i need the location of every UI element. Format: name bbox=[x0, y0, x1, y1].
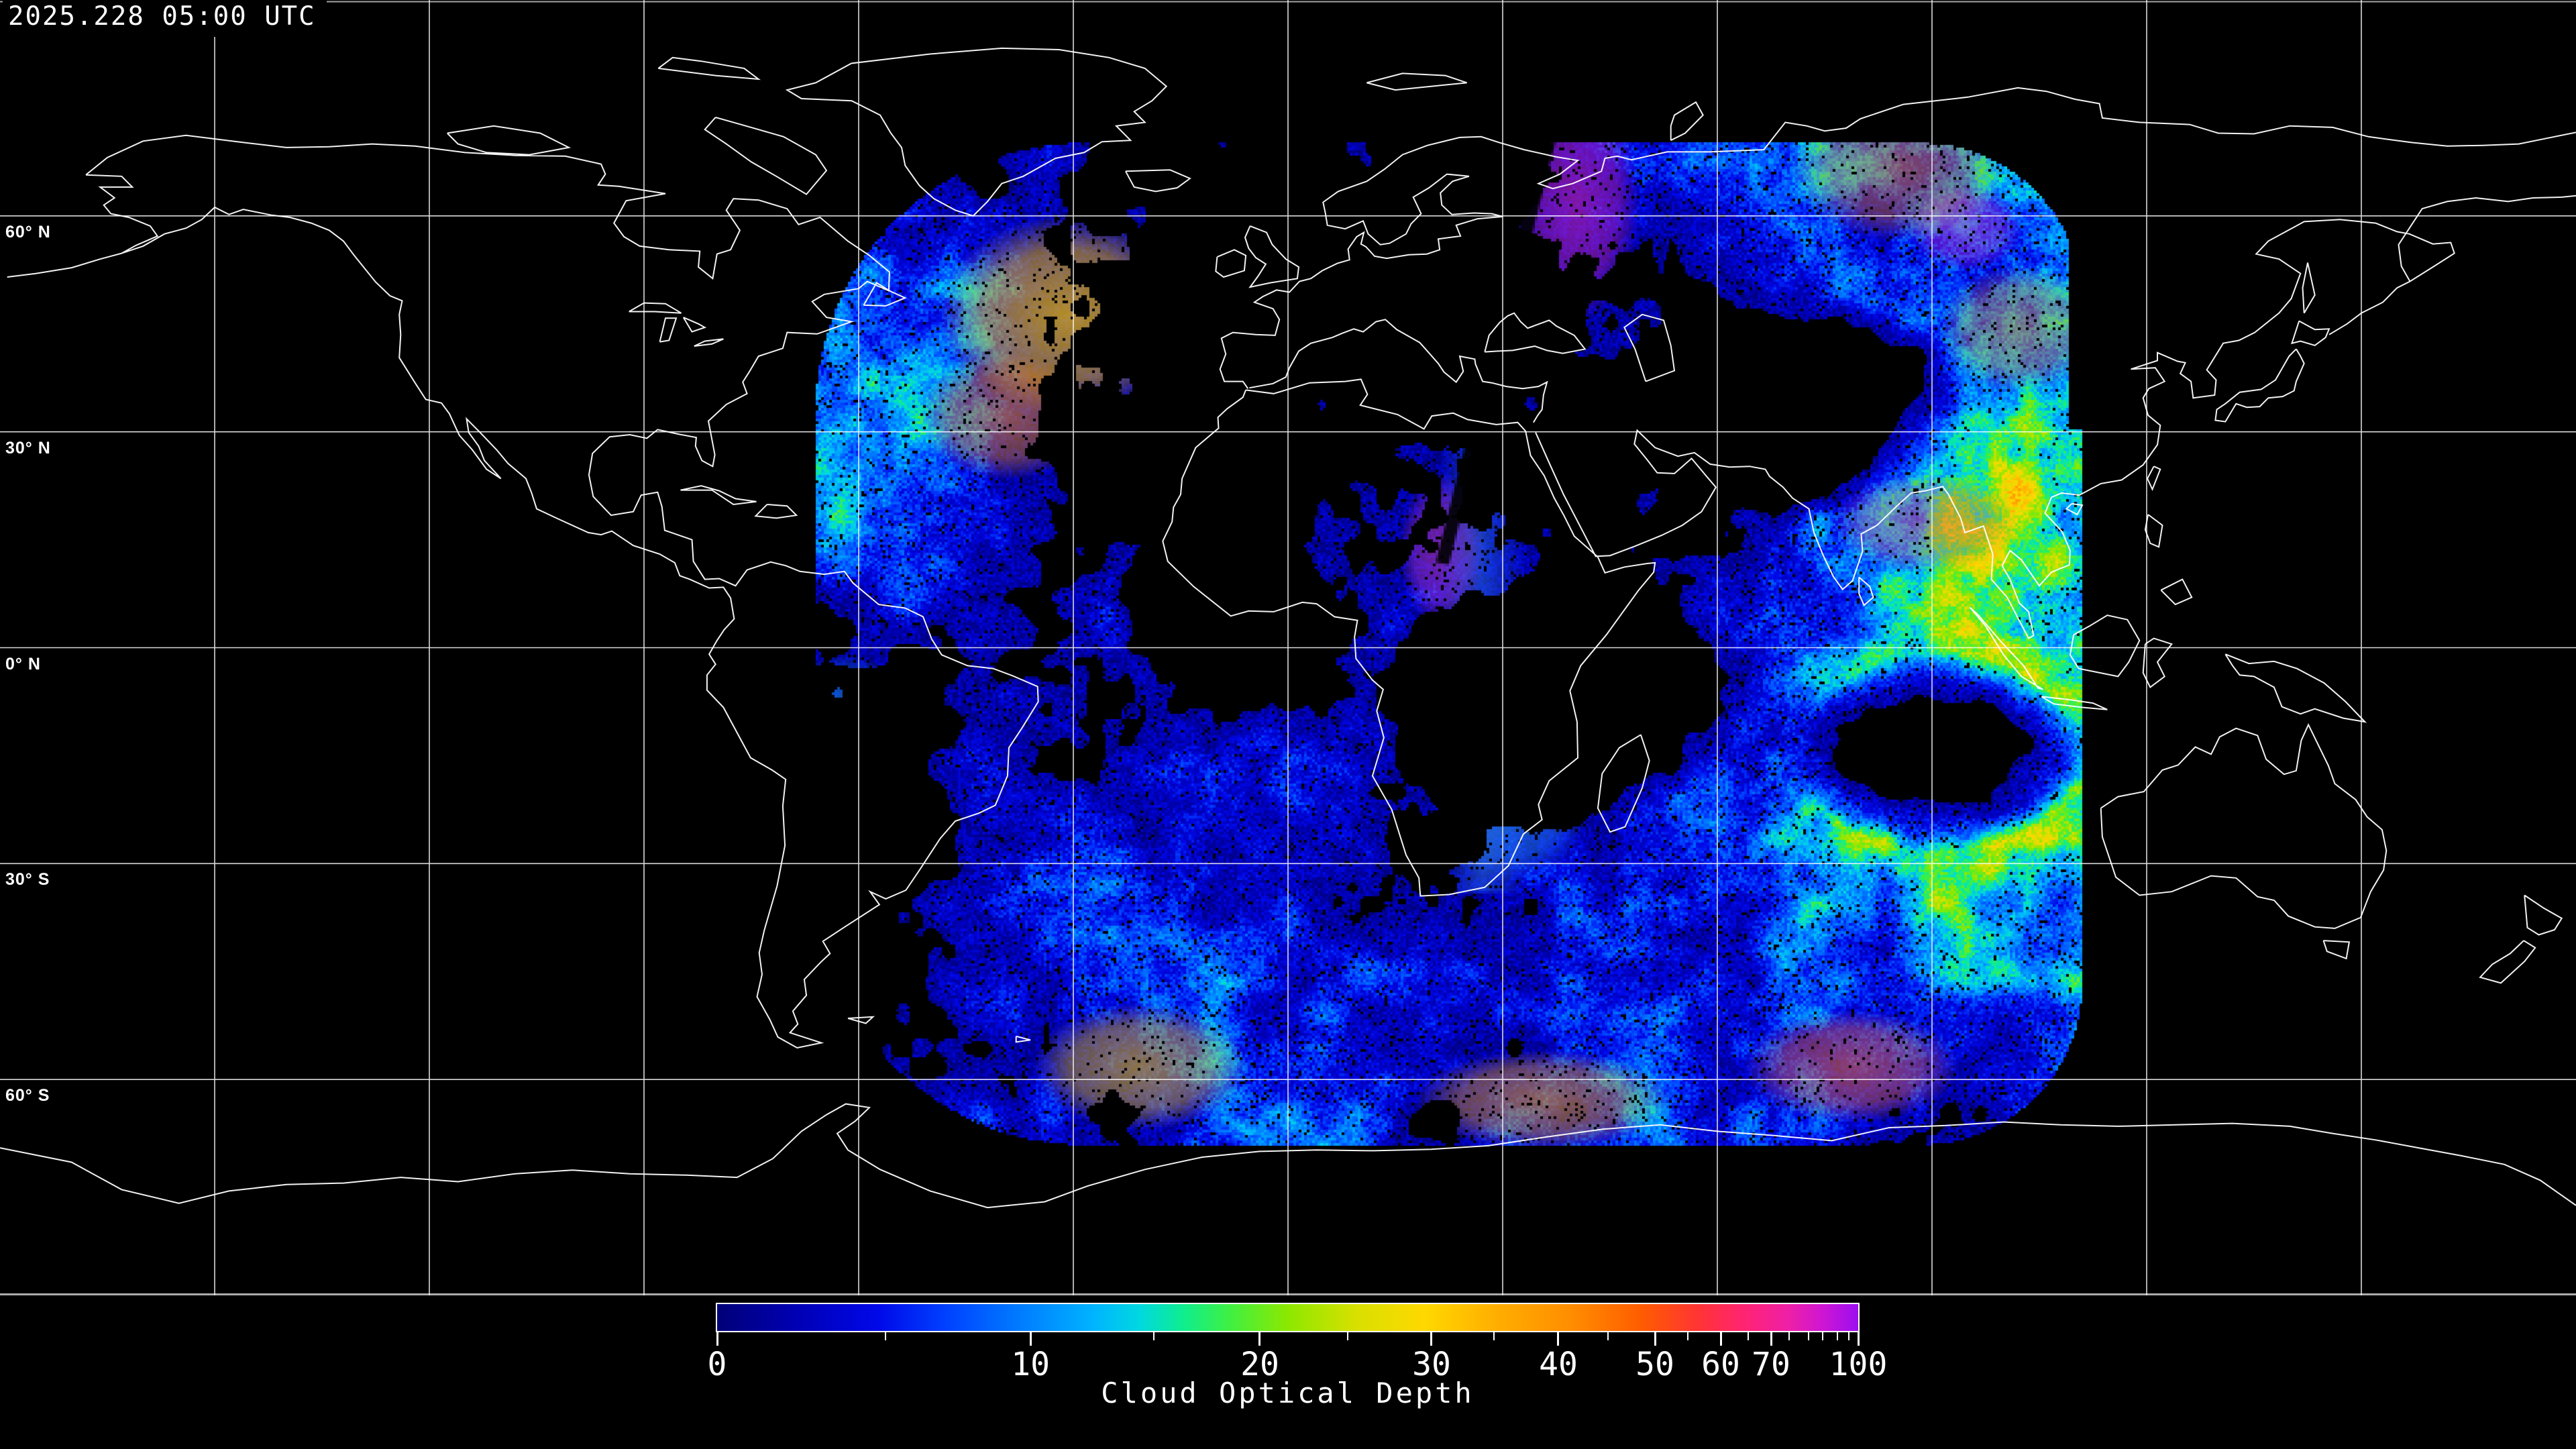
colorbar-major-tick bbox=[1430, 1332, 1433, 1346]
colorbar-minor-tick bbox=[1821, 1332, 1823, 1340]
colorbar-title: Cloud Optical Depth bbox=[1101, 1377, 1474, 1409]
lat-label: 30° S bbox=[5, 870, 50, 890]
colorbar-minor-tick bbox=[1808, 1332, 1810, 1340]
colorbar-minor-tick bbox=[1748, 1332, 1750, 1340]
colorbar-minor-tick bbox=[1493, 1332, 1495, 1340]
colorbar-tick-label: 50 bbox=[1635, 1346, 1674, 1383]
colorbar-minor-tick bbox=[1836, 1332, 1838, 1340]
colorbar-major-tick bbox=[1029, 1332, 1032, 1346]
timestamp-label: 2025.228 05:00 UTC bbox=[3, 0, 327, 37]
colorbar-gradient bbox=[717, 1304, 1858, 1331]
colorbar-major-tick bbox=[1770, 1332, 1772, 1346]
colorbar-tick-label: 40 bbox=[1539, 1346, 1578, 1383]
colorbar-minor-tick bbox=[885, 1332, 887, 1340]
colorbar-tick-label: 20 bbox=[1240, 1346, 1279, 1383]
colorbar-major-tick bbox=[1654, 1332, 1656, 1346]
colorbar-minor-tick bbox=[1347, 1332, 1349, 1340]
lat-label: 0° N bbox=[5, 654, 41, 674]
colorbar bbox=[716, 1303, 1860, 1332]
colorbar-minor-tick bbox=[1847, 1332, 1849, 1340]
colorbar-major-tick bbox=[1857, 1332, 1860, 1346]
colorbar-minor-tick bbox=[1788, 1332, 1790, 1340]
lat-label: 60° S bbox=[5, 1086, 50, 1106]
colorbar-tick-label: 0 bbox=[707, 1346, 727, 1383]
colorbar-tick-label: 30 bbox=[1412, 1346, 1451, 1383]
colorbar-tick-label: 60 bbox=[1701, 1346, 1740, 1383]
colorbar-major-tick bbox=[1557, 1332, 1560, 1346]
colorbar-minor-tick bbox=[1607, 1332, 1609, 1340]
coastlines bbox=[0, 47, 2576, 1209]
lat-label: 30° N bbox=[5, 438, 51, 458]
colorbar-minor-tick bbox=[1687, 1332, 1689, 1340]
colorbar-major-tick bbox=[1719, 1332, 1722, 1346]
lat-label: 60° N bbox=[5, 222, 51, 241]
graticule bbox=[0, 0, 2576, 1295]
colorbar-tick-label: 100 bbox=[1829, 1346, 1888, 1383]
colorbar-major-tick bbox=[716, 1332, 718, 1346]
colorbar-minor-tick bbox=[1152, 1332, 1155, 1340]
colorbar-tick-label: 70 bbox=[1752, 1346, 1790, 1383]
colorbar-major-tick bbox=[1258, 1332, 1261, 1346]
colorbar-tick-label: 10 bbox=[1011, 1346, 1050, 1383]
